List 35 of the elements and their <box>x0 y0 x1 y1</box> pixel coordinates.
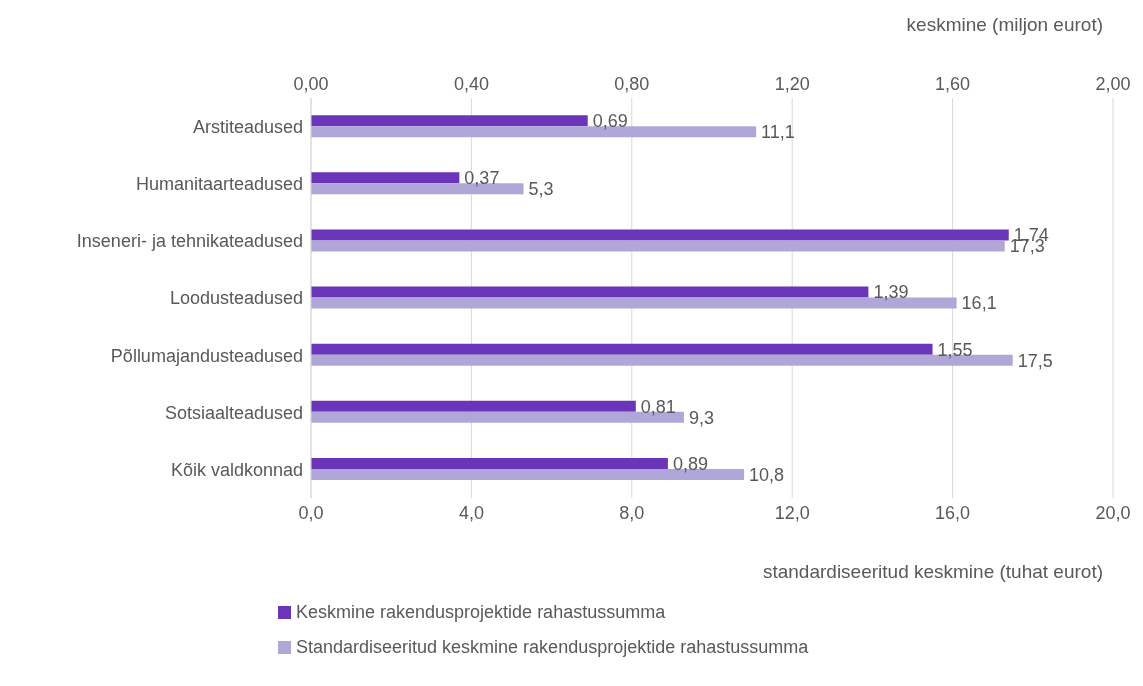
data-label: 0,89 <box>672 453 708 474</box>
x2-tick-label: 1,20 <box>774 74 810 94</box>
y-tick-label: Inseneri- ja tehnikateadused <box>76 231 303 252</box>
x-tick-label: 16,0 <box>935 502 971 523</box>
legend-label: Standardiseeritud keskmine rakendusprojektide rahastussumma <box>296 637 809 658</box>
y-tick-label: Kõik valdkonnad <box>170 459 303 480</box>
x-axis-title: standardiseeritud keskmine (tuhat eurot) <box>762 561 1103 582</box>
data-label: 9,3 <box>688 407 714 428</box>
x2-tick-label: 2,00 <box>1095 74 1131 94</box>
x2-tick-label: 0,40 <box>453 74 489 94</box>
data-label: 0,69 <box>592 111 628 132</box>
y-tick-label: Arstiteadused <box>192 116 303 137</box>
y-tick-label: Loodusteadused <box>169 288 303 309</box>
x2-axis-title: keskmine (miljon eurot) <box>906 14 1103 36</box>
x2-tick-label: 0,00 <box>293 74 329 94</box>
x2-tick-label: 0,80 <box>614 74 650 94</box>
data-label: 1,55 <box>937 339 973 360</box>
x-tick-label: 0,0 <box>298 502 324 523</box>
data-label: 16,1 <box>961 293 997 314</box>
y-tick-label: Sotsiaalteadused <box>164 402 303 423</box>
y-tick-label: Humanitaarteadused <box>135 174 303 195</box>
y-tick-label: Põllumajandusteadused <box>110 345 303 366</box>
data-label: 5,3 <box>528 179 554 200</box>
data-label: 0,81 <box>640 396 676 417</box>
data-label: 1,39 <box>873 282 909 303</box>
data-label: 11,1 <box>761 122 795 143</box>
data-label: 0,37 <box>464 168 500 189</box>
x-tick-label: 20,0 <box>1095 502 1131 523</box>
data-label: 17,5 <box>1017 350 1053 371</box>
x-tick-label: 8,0 <box>619 502 645 523</box>
x-tick-label: 4,0 <box>458 502 484 523</box>
legend-label: Keskmine rakendusprojektide rahastussumma <box>296 602 666 623</box>
x2-tick-label: 1,60 <box>935 74 971 94</box>
data-label: 10,8 <box>749 464 785 485</box>
x-tick-label: 12,0 <box>774 502 810 523</box>
